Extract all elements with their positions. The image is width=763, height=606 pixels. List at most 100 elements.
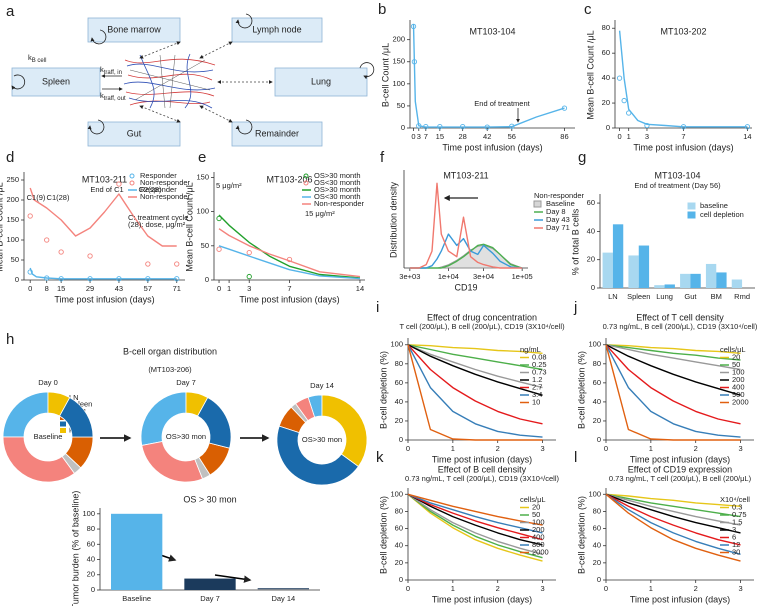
y-tick-label: 40 [593, 397, 601, 406]
y-tick-label: 100 [588, 489, 601, 498]
legend-label: Non-responder [140, 178, 191, 187]
legend-label: 3 [732, 525, 736, 534]
y-tick-label: 60 [395, 378, 403, 387]
y-tick-label: 200 [6, 195, 19, 204]
legend-marker [129, 180, 135, 186]
y-tick-label: 60 [87, 539, 95, 548]
legend-label: 800 [532, 540, 545, 549]
legend-label: Day 8 [546, 207, 566, 216]
line [218, 214, 361, 279]
y-tick-label: 250 [6, 175, 19, 184]
node-box [274, 67, 368, 97]
y-tick-label: 20 [395, 558, 403, 567]
node-box [87, 17, 181, 43]
line [407, 493, 543, 534]
node-label: Lymph node [252, 24, 301, 34]
legend-marker [687, 202, 696, 210]
line [407, 344, 543, 438]
x-tick-label: 0 [28, 284, 32, 293]
y-tick-label: 80 [395, 506, 403, 515]
data-point [644, 122, 650, 129]
line [29, 267, 177, 280]
donut-segment [2, 436, 76, 483]
legend-label: 100 [732, 367, 745, 376]
line [605, 344, 741, 354]
legend-marker [60, 421, 66, 427]
x-axis-label: Time post infusion (days) [630, 594, 730, 604]
legend-marker [129, 173, 135, 179]
node-label: Bone marrow [107, 24, 161, 34]
x-tick-label: Gut [684, 292, 697, 301]
annotation: C1(9) [27, 193, 46, 202]
data-point [27, 213, 33, 219]
node-box [231, 17, 323, 43]
legend-label: 0.3 [732, 502, 742, 511]
line [407, 344, 543, 389]
x-tick-label: 3 [645, 132, 649, 141]
line [605, 344, 741, 396]
y-tick-label: 40 [593, 541, 601, 550]
chart-title: Effect of B cell density [438, 464, 527, 474]
line [412, 24, 565, 128]
annotation: 5 μg/m² [216, 181, 242, 190]
chart-subtitle: 0.73 ng/mL, T cell (200/μL), CD19 (3X10⁴… [405, 474, 560, 483]
legend-label: 400 [732, 382, 745, 391]
node-label: Gut [127, 128, 142, 138]
legend-label: 3.4 [532, 390, 542, 399]
y-tick-label: 60 [602, 48, 610, 57]
line [218, 245, 361, 280]
x-axis-label: Time post infusion (days) [54, 294, 154, 304]
line [29, 187, 177, 247]
legend-label: cell depletion [700, 210, 744, 219]
line [407, 493, 543, 562]
line [605, 493, 741, 562]
legend-title: Non-responder [534, 191, 585, 200]
line [605, 493, 741, 534]
rate-subscript: traff, out [104, 96, 126, 102]
x-tick-label: 3 [738, 584, 742, 593]
y-tick-label: 0 [597, 575, 601, 584]
panel-letter: b [378, 1, 386, 18]
rate-subscript: traff, in [104, 70, 122, 76]
legend-label: LN [69, 393, 79, 402]
y-tick-label: 100 [390, 340, 403, 349]
y-tick-label: 0 [401, 123, 405, 132]
node-label: Spleen [42, 76, 70, 86]
x-tick-label: 56 [508, 132, 516, 141]
line [605, 344, 741, 371]
annotation: C1(28) [47, 193, 70, 202]
x-tick-label: BM [711, 292, 722, 301]
legend-label: 2.7 [532, 382, 542, 391]
y-tick-label: 80 [602, 23, 610, 32]
legend-label: OS>30 month [314, 185, 361, 194]
line [407, 344, 543, 396]
x-tick-label: 2 [694, 444, 698, 453]
x-axis-label: Time post infusion (days) [442, 142, 542, 152]
line [407, 344, 543, 425]
annotation: C: treatment cycle [128, 213, 188, 222]
legend-label: 400 [532, 532, 545, 541]
rate-label: ktraff, in [100, 65, 122, 76]
line [407, 493, 543, 526]
panel-letter: f [380, 149, 385, 166]
legend-title: X10⁴/cell [720, 495, 750, 504]
donut-center: Baseline [34, 432, 63, 441]
legend-label: Day 43 [546, 215, 570, 224]
y-axis-label: Mean B-cell Count /μL [585, 30, 595, 119]
y-tick-label: 40 [87, 555, 95, 564]
data-point [621, 97, 627, 104]
line [605, 493, 741, 518]
line [407, 344, 543, 354]
x-tick-label: 2 [496, 584, 500, 593]
x-tick-label: 15 [57, 284, 65, 293]
legend-label: 1.2 [532, 375, 542, 384]
bar [111, 513, 163, 590]
line [407, 493, 543, 546]
annotation: (28): dose, μg/m² [128, 220, 186, 229]
x-tick-label: 1 [227, 284, 231, 293]
chart-title: MT103-206 [266, 174, 312, 184]
y-tick-label: 20 [395, 416, 403, 425]
diagram: a Bone marrow Lymph node Spleen Lung Gut… [6, 3, 375, 147]
bar [602, 252, 613, 288]
legend-label: Non-responder [140, 192, 191, 201]
